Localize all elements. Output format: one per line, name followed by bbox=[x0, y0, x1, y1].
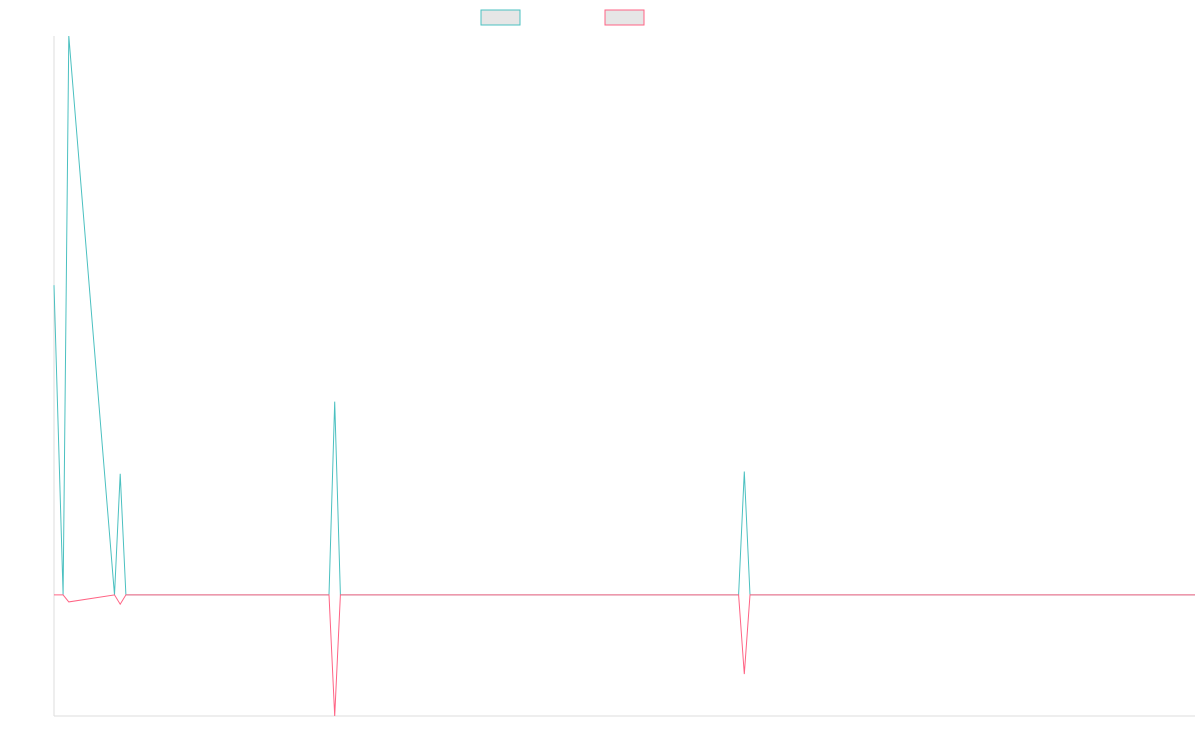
series-layer bbox=[53, 35, 1195, 717]
legend-swatch-1[interactable] bbox=[480, 9, 521, 26]
legend-swatch-2[interactable] bbox=[604, 9, 645, 26]
series-line-1 bbox=[53, 35, 1195, 596]
axes bbox=[53, 36, 1195, 717]
series-line-2 bbox=[54, 594, 1195, 717]
legend[interactable] bbox=[480, 9, 645, 26]
